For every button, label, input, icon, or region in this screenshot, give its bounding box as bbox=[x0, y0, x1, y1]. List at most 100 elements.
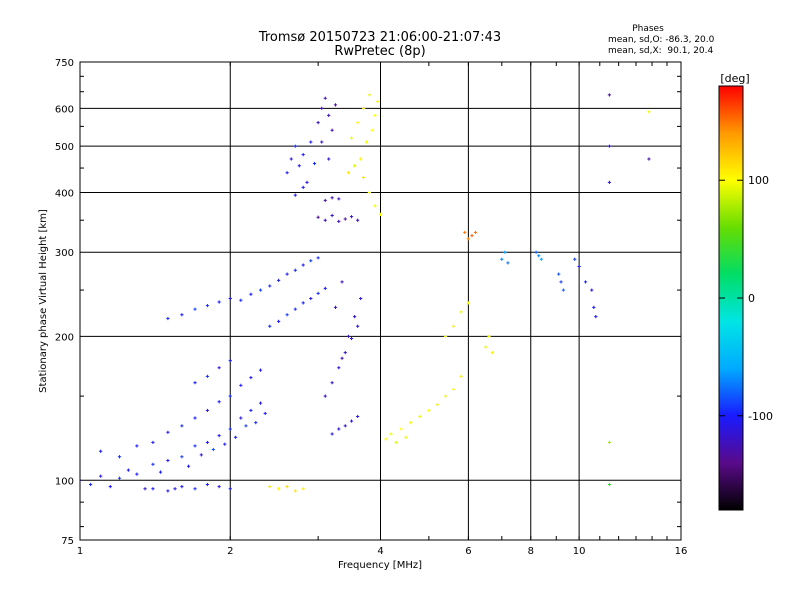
data-point bbox=[323, 198, 327, 203]
data-point bbox=[418, 414, 422, 419]
y-tick-label: 750 bbox=[55, 58, 74, 69]
data-point bbox=[301, 301, 305, 305]
data-point bbox=[268, 485, 272, 489]
data-point bbox=[323, 286, 327, 291]
data-point bbox=[316, 256, 320, 260]
data-point bbox=[343, 350, 347, 355]
data-points bbox=[80, 93, 651, 493]
data-point bbox=[211, 447, 215, 452]
data-point bbox=[330, 432, 334, 436]
data-point bbox=[349, 419, 354, 423]
data-point bbox=[373, 204, 377, 208]
y-tick-label: 500 bbox=[55, 142, 74, 153]
phase-heading: Phases bbox=[632, 24, 664, 34]
data-point bbox=[297, 164, 301, 168]
data-point bbox=[466, 301, 470, 305]
x-tick-label: 2 bbox=[227, 546, 233, 557]
data-point bbox=[180, 455, 184, 459]
data-point bbox=[99, 474, 103, 478]
data-point bbox=[249, 292, 253, 296]
data-point bbox=[399, 427, 403, 431]
data-point bbox=[117, 455, 122, 459]
data-point bbox=[254, 421, 258, 425]
data-point bbox=[333, 305, 338, 309]
data-point bbox=[88, 482, 93, 487]
data-point bbox=[337, 219, 341, 224]
data-point bbox=[503, 250, 507, 254]
data-point bbox=[289, 157, 293, 161]
data-point bbox=[506, 261, 510, 265]
data-point bbox=[228, 394, 232, 398]
data-point bbox=[537, 254, 541, 258]
data-point bbox=[451, 387, 456, 391]
data-point bbox=[293, 489, 297, 493]
data-point bbox=[647, 157, 651, 161]
data-point bbox=[249, 408, 253, 413]
data-point bbox=[309, 259, 313, 263]
data-point bbox=[459, 310, 463, 314]
data-point bbox=[484, 345, 488, 349]
data-point bbox=[470, 233, 474, 238]
data-point bbox=[356, 414, 360, 419]
data-point bbox=[126, 468, 130, 472]
data-point bbox=[320, 140, 324, 144]
data-point bbox=[193, 444, 197, 448]
data-point bbox=[373, 113, 377, 117]
data-point bbox=[316, 215, 320, 219]
data-point bbox=[217, 434, 221, 438]
data-point bbox=[205, 482, 210, 487]
data-point bbox=[239, 416, 243, 420]
data-point bbox=[228, 358, 232, 363]
data-point bbox=[323, 218, 327, 222]
data-point bbox=[193, 487, 197, 491]
grid-lines bbox=[80, 62, 681, 540]
data-point bbox=[301, 153, 305, 157]
data-point bbox=[451, 324, 456, 328]
data-point bbox=[349, 215, 354, 219]
data-point bbox=[573, 257, 577, 261]
data-point bbox=[285, 272, 289, 276]
data-point bbox=[349, 336, 354, 341]
data-point bbox=[337, 366, 341, 370]
data-point bbox=[158, 470, 163, 474]
data-point bbox=[180, 485, 184, 489]
data-point bbox=[293, 144, 297, 148]
data-point bbox=[166, 430, 170, 434]
data-point bbox=[592, 305, 596, 309]
colorbar-ticks: 100 0 -100 bbox=[719, 174, 773, 423]
data-point bbox=[205, 303, 210, 308]
data-point bbox=[353, 164, 357, 168]
data-point bbox=[285, 171, 289, 175]
data-point bbox=[349, 136, 354, 140]
data-point bbox=[108, 485, 112, 489]
x-tick-label: 6 bbox=[465, 546, 471, 557]
data-point bbox=[217, 485, 221, 489]
data-point bbox=[193, 381, 197, 385]
data-point bbox=[346, 171, 351, 175]
data-point bbox=[217, 400, 221, 404]
y-tick-label: 600 bbox=[55, 104, 74, 115]
data-point bbox=[607, 93, 612, 97]
data-point bbox=[228, 487, 232, 491]
data-point bbox=[557, 272, 561, 276]
chart-subtitle: RwPretec (8p) bbox=[334, 44, 425, 59]
colorbar-label: [deg] bbox=[720, 72, 749, 85]
data-point bbox=[293, 268, 297, 272]
data-point bbox=[263, 411, 267, 416]
data-point bbox=[443, 394, 448, 398]
data-point bbox=[459, 374, 463, 378]
data-point bbox=[135, 472, 139, 476]
data-point bbox=[277, 487, 281, 491]
data-point bbox=[577, 264, 581, 269]
x-tick-label: 4 bbox=[377, 546, 383, 557]
data-point bbox=[117, 476, 122, 480]
y-axis-title: Stationary phase Virtual Height [km] bbox=[38, 209, 49, 393]
data-point bbox=[389, 432, 393, 436]
data-point bbox=[151, 487, 155, 491]
data-point bbox=[343, 217, 347, 221]
data-point bbox=[173, 487, 177, 491]
data-point bbox=[166, 489, 170, 493]
data-point bbox=[427, 408, 431, 413]
data-point bbox=[370, 128, 374, 132]
